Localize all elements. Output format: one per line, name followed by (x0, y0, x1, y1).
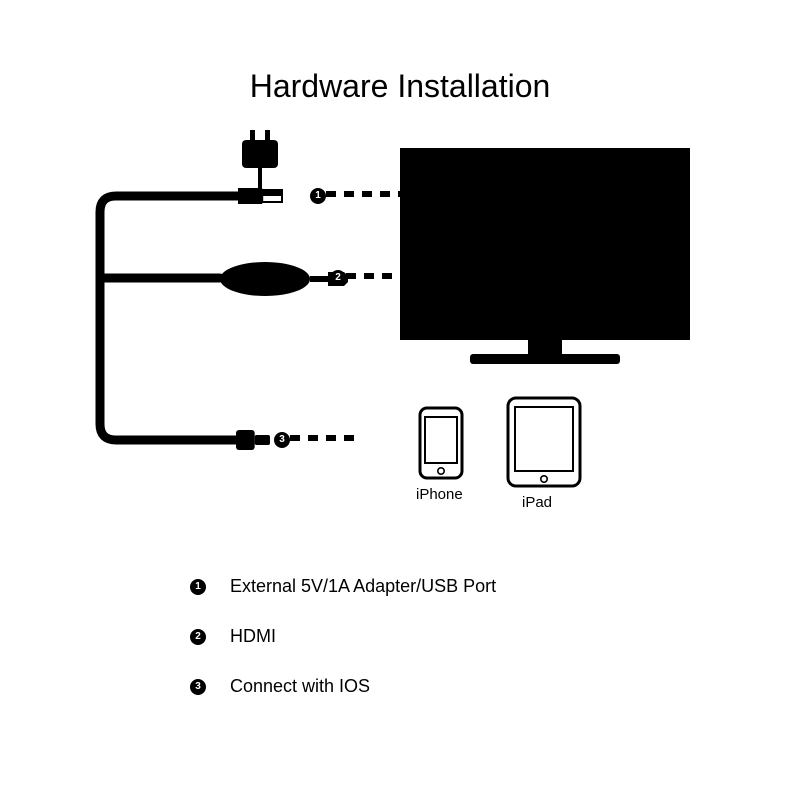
legend-row-3: 3 Connect with IOS (190, 676, 370, 697)
diagram-canvas: Hardware Installation 123 iPhone iPad 1E… (0, 0, 800, 800)
ipad-label: iPad (522, 494, 552, 511)
legend-text-2: HDMI (230, 626, 276, 647)
legend-row-2: 2 HDMI (190, 626, 276, 647)
iphone-label: iPhone (416, 486, 463, 503)
tv-icon (400, 148, 690, 364)
dash-line-1 (326, 191, 408, 197)
cable-trunk (100, 196, 190, 440)
wall-plug-icon (242, 130, 278, 196)
legend-text-1: External 5V/1A Adapter/USB Port (230, 576, 496, 597)
usb-a-plug-icon (238, 188, 282, 204)
legend-text-3: Connect with IOS (230, 676, 370, 697)
diagram-svg (0, 0, 800, 800)
ios-plug-icon (236, 430, 270, 450)
iphone-icon (420, 408, 462, 478)
dash-line-2 (346, 273, 392, 279)
ipad-icon (508, 398, 580, 486)
hdmi-adapter-icon (220, 262, 348, 296)
step-badge-2: 2 (330, 270, 346, 286)
step-badge-3: 3 (274, 432, 290, 448)
legend-badge-3: 3 (190, 679, 206, 695)
step-badge-1: 1 (310, 188, 326, 204)
legend-badge-1: 1 (190, 579, 206, 595)
legend-row-1: 1 External 5V/1A Adapter/USB Port (190, 576, 496, 597)
dash-line-3 (290, 435, 354, 441)
legend-badge-2: 2 (190, 629, 206, 645)
